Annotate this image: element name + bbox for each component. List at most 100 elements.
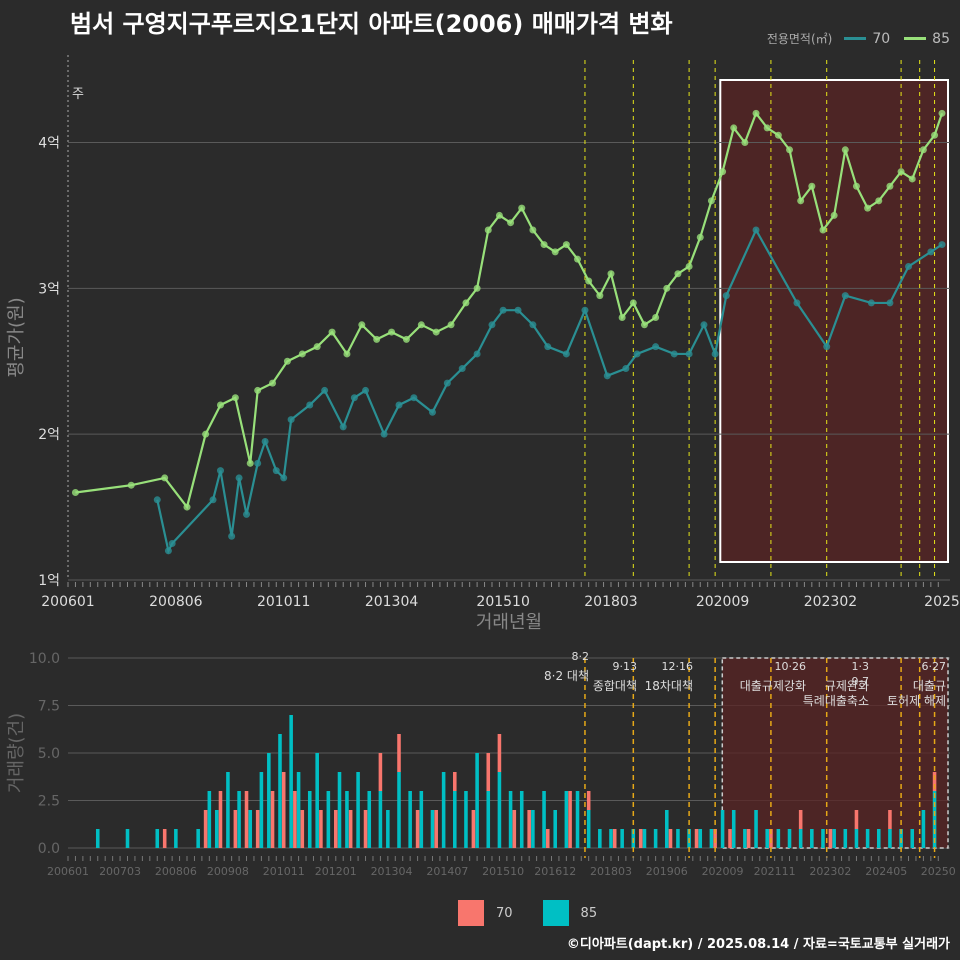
data-point-85 [432,328,440,336]
data-point-70 [216,467,224,475]
data-point-85 [875,197,883,205]
data-point-85 [830,211,838,219]
bar-85 [765,829,769,848]
bar-85 [665,810,669,848]
data-point-85 [574,255,582,263]
data-point-70 [306,401,314,409]
bar-y-tick-label: 0.0 [38,841,60,857]
bar-85 [419,791,424,848]
line-legend: 전용면적(㎡) 70 85 [767,30,950,47]
bar-70 [293,791,297,848]
bar-70 [270,791,275,848]
bar-85 [296,772,301,848]
bar-y-tick-label: 2.5 [38,794,60,810]
bar-85 [397,772,401,848]
data-point-70 [886,299,894,307]
policy-date: 12·16 [662,660,694,673]
bar-70 [746,829,751,848]
data-point-70 [514,306,522,314]
data-point-85 [495,211,503,219]
bar-85 [453,791,457,848]
bar-70 [363,810,368,848]
bar-x-tick-label: 200806 [155,865,197,878]
bar-85 [378,791,383,848]
data-point-85 [161,474,169,482]
data-point-70 [395,401,403,409]
bar-85 [564,791,569,848]
bar-70 [319,810,323,848]
bar-x-tick-label: 201803 [590,865,632,878]
data-point-70 [339,423,347,431]
data-point-85 [343,350,351,358]
corner-label: 주 [72,87,84,102]
data-point-85 [797,197,805,205]
bar-70 [415,810,420,848]
data-point-70 [722,292,730,300]
y-tick-label: 4억 [38,136,60,152]
bar-85 [731,810,736,848]
data-point-70 [562,350,570,358]
bar-85 [237,791,241,848]
data-point-70 [700,321,708,329]
x-tick-label: 201803 [584,594,637,610]
bar-x-tick-label: 200908 [207,865,249,878]
bar-x-tick-label: 200601 [47,865,89,878]
data-point-85 [518,204,526,212]
data-point-85 [298,350,306,358]
bar-85 [642,829,647,848]
bar-70 [453,772,457,791]
y-tick-label: 2억 [38,427,60,443]
policy-annotation: 종합대책 [593,678,637,693]
data-point-85 [852,182,860,190]
bar-70 [854,810,859,829]
data-point-70 [685,350,693,358]
bar-85 [921,810,926,848]
data-point-70 [350,394,358,402]
data-point-70 [458,365,466,373]
bar-70 [348,810,353,848]
bar-legend-swatch-85 [542,900,569,926]
data-point-70 [209,496,217,504]
data-point-70 [164,547,172,555]
data-point-85 [707,197,715,205]
page-title: 범서 구영지구푸르지오1단지 아파트(2006) 매매가격 변화 [70,10,673,38]
x-tick-label: 200601 [41,594,94,610]
bar-x-tick-label: 200703 [99,865,141,878]
data-point-85 [447,321,455,329]
data-point-85 [373,335,381,343]
bar-85 [174,829,178,848]
policy-annotation: 대출규 [913,679,946,693]
bar-85 [278,734,282,848]
data-point-85 [507,219,515,227]
data-point-70 [362,386,370,394]
bar-85 [798,829,803,848]
bar-85 [408,791,412,848]
data-point-85 [730,124,738,132]
data-point-70 [938,241,946,249]
bar-legend-swatch-70 [458,900,484,926]
data-point-70 [280,474,288,482]
bar-85 [345,791,349,848]
bar-85 [196,829,200,848]
data-point-85 [938,109,946,117]
legend-label-70: 70 [872,30,891,47]
data-point-70 [622,365,630,373]
bar-70 [471,810,476,848]
x-tick-label: 2025 [924,594,960,610]
data-point-85 [231,394,239,402]
data-point-85 [585,277,593,285]
legend-swatch-85 [904,37,927,40]
data-point-70 [254,459,262,467]
policy-annotation: 규제완화 [825,679,869,693]
bar-70 [638,829,643,848]
x-tick-label: 200806 [149,594,203,610]
data-point-85 [808,182,816,190]
bar-y-tick-label: 7.5 [38,699,60,715]
data-point-70 [529,321,537,329]
data-point-85 [596,292,604,300]
data-point-70 [235,474,243,482]
bar-x-tick-label: 202111 [754,865,796,878]
data-point-70 [927,248,935,256]
bar-85 [475,753,479,848]
x-tick-label: 202009 [696,594,749,610]
